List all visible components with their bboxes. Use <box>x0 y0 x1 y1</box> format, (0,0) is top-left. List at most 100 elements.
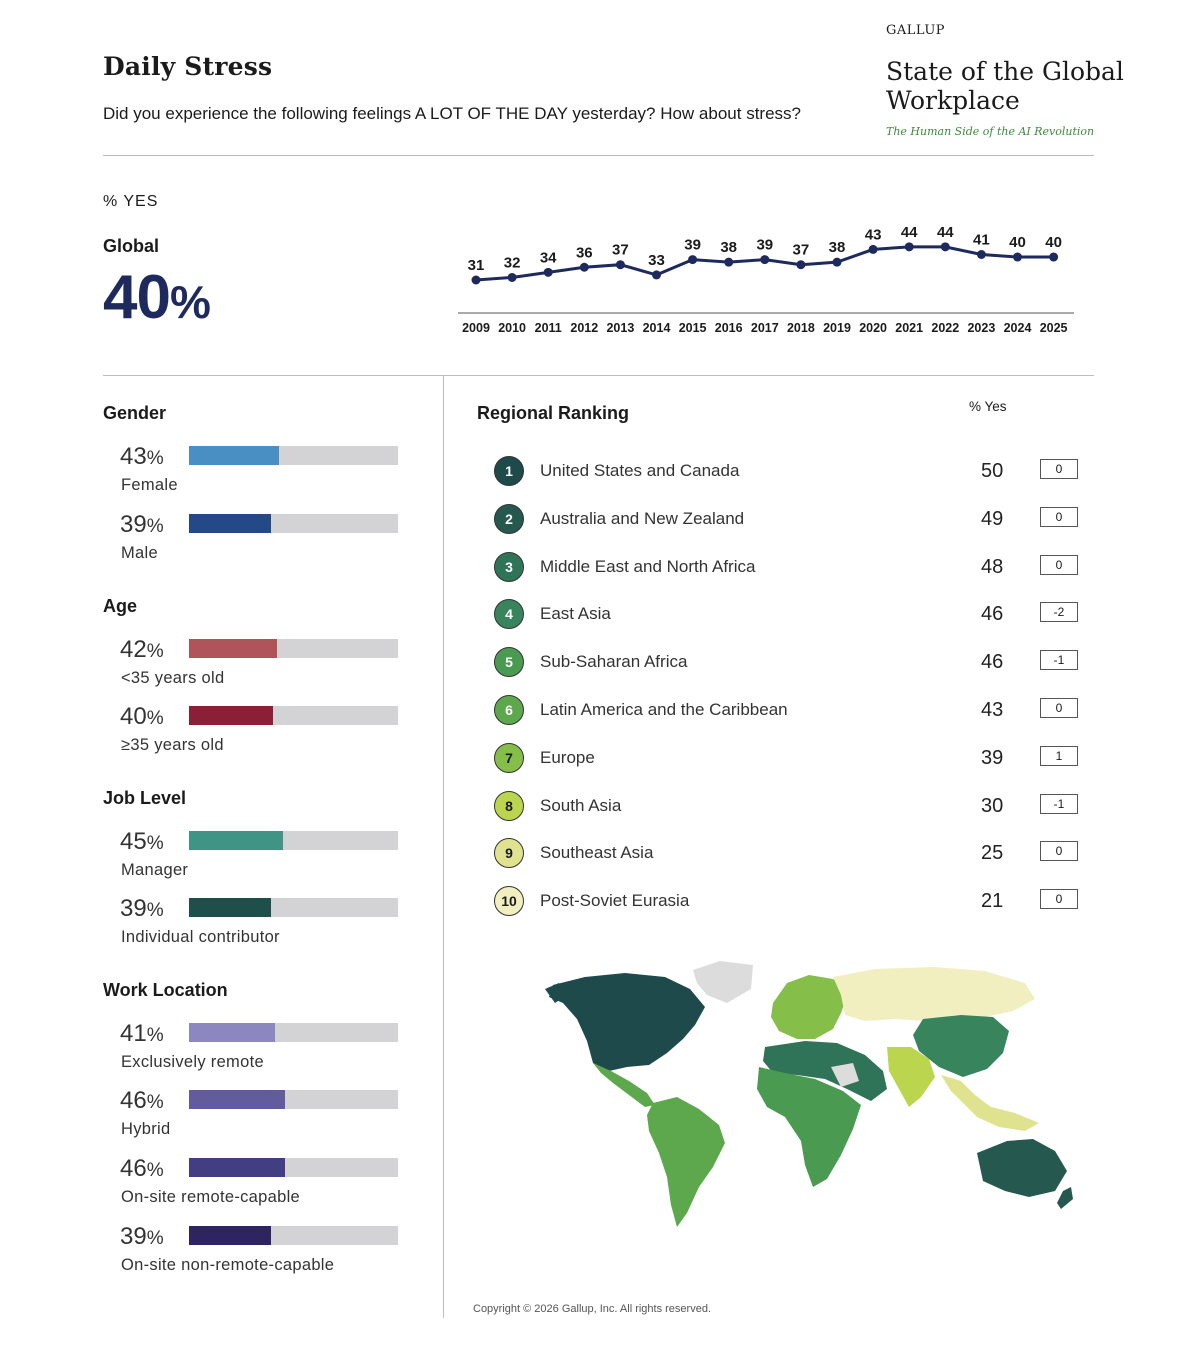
copyright: Copyright © 2026 Gallup, Inc. All rights… <box>473 1303 711 1315</box>
data-label: 33 <box>648 252 665 269</box>
percent-value: 43 <box>120 443 147 470</box>
data-point <box>724 257 734 267</box>
data-label: 31 <box>468 257 485 274</box>
rank-change: 0 <box>1040 841 1078 862</box>
percent-value: 39 <box>120 511 147 538</box>
bar-fill <box>189 1226 271 1245</box>
rank-change: -1 <box>1040 650 1078 671</box>
column-divider <box>443 376 444 1318</box>
map-south-asia <box>887 1047 935 1107</box>
region-value: 39 <box>981 746 1004 769</box>
rank-change: 0 <box>1040 459 1078 479</box>
data-label: 40 <box>1009 234 1026 251</box>
data-label: 44 <box>901 224 918 241</box>
x-tick-label: 2021 <box>895 321 923 335</box>
bar-track <box>189 1090 398 1109</box>
global-label: Global <box>103 236 160 256</box>
region-name: Southeast Asia <box>540 843 654 863</box>
x-tick-label: 2025 <box>1040 321 1068 335</box>
bar-track <box>189 639 398 658</box>
bar-fill <box>189 639 277 658</box>
x-tick-label: 2015 <box>679 321 707 335</box>
bar-track <box>189 706 398 725</box>
group-title: Age <box>103 596 138 616</box>
x-tick-label: 2014 <box>643 321 671 335</box>
region-value: 43 <box>981 699 1004 721</box>
group-percent: 39% <box>120 1223 164 1251</box>
bar-fill <box>189 1158 286 1177</box>
x-tick-label: 2018 <box>787 321 815 335</box>
group-percent: 41% <box>120 1020 164 1048</box>
regional-ranking-title: Regional Ranking <box>477 403 630 423</box>
region-name: Middle East and North Africa <box>540 556 756 576</box>
rank-badge: 3 <box>494 551 524 582</box>
x-tick-label: 2011 <box>535 321 562 335</box>
percent-unit: % <box>146 1160 164 1181</box>
bar-track <box>189 1226 398 1245</box>
rank-badge: 4 <box>494 599 524 630</box>
map-europe <box>771 975 849 1039</box>
percent-unit: % <box>146 708 164 729</box>
region-value: 46 <box>981 603 1004 626</box>
data-point <box>1013 252 1022 262</box>
region-name: South Asia <box>540 795 622 815</box>
rank-change: -1 <box>1040 793 1078 814</box>
bar-fill <box>189 706 273 725</box>
map-sub-saharan-africa <box>757 1067 861 1187</box>
x-tick-label: 2013 <box>606 321 634 335</box>
percent-value: 39 <box>120 1223 147 1250</box>
percent-value: 40 <box>120 703 147 730</box>
percent-unit: % <box>146 516 164 537</box>
group-item-label: On-site remote-capable <box>121 1188 301 1206</box>
bar-fill <box>189 831 284 850</box>
rank-badge: 1 <box>494 456 524 486</box>
bar-fill <box>189 514 271 533</box>
group-percent: 45% <box>120 828 164 856</box>
percent-value: 39 <box>120 895 147 922</box>
ranking-row: 7 Europe 39 1 <box>494 742 1084 777</box>
global-value: 40% <box>103 262 211 333</box>
group-item-label: Exclusively remote <box>121 1053 264 1071</box>
data-label: 38 <box>720 239 737 256</box>
x-tick-label: 2019 <box>823 321 851 335</box>
data-label: 39 <box>684 237 701 254</box>
unit-label: % YES <box>103 193 159 210</box>
map-no-data-africa <box>831 1063 859 1087</box>
map-south-america <box>647 1097 725 1227</box>
map-post-soviet <box>833 967 1035 1021</box>
x-tick-label: 2016 <box>715 321 743 335</box>
ranking-row: 6 Latin America and the Caribbean 43 0 <box>494 695 1084 729</box>
data-label: 37 <box>793 242 810 259</box>
map-north-america <box>549 973 705 1071</box>
data-label: 36 <box>576 244 593 261</box>
data-point <box>760 255 770 265</box>
x-tick-label: 2024 <box>1004 321 1032 335</box>
group-item-label: Individual contributor <box>121 928 280 946</box>
bar-fill <box>189 898 271 917</box>
x-tick-label: 2017 <box>751 321 779 335</box>
rank-badge: 7 <box>494 742 524 773</box>
region-value: 49 <box>981 507 1004 530</box>
page-title: Daily Stress <box>103 52 273 81</box>
bar-fill <box>189 1090 286 1109</box>
percent-unit: % <box>146 1025 164 1046</box>
data-point <box>1049 252 1059 262</box>
ranking-row: 2 Australia and New Zealand 49 0 <box>494 503 1084 538</box>
global-unit: % <box>169 276 211 328</box>
region-value: 50 <box>981 460 1004 482</box>
x-tick-label: 2022 <box>931 321 959 335</box>
group-item-label: Hybrid <box>121 1120 171 1138</box>
survey-question: Did you experience the following feeling… <box>103 104 801 123</box>
x-tick-label: 2009 <box>462 321 490 335</box>
map-southeast-asia <box>941 1075 1039 1131</box>
bar-track <box>189 514 398 533</box>
rank-change: -2 <box>1040 602 1078 623</box>
group-title: Work Location <box>103 980 228 1000</box>
rank-badge: 2 <box>494 503 524 534</box>
map-alaska <box>545 983 567 1003</box>
data-label: 38 <box>829 239 846 256</box>
region-name: East Asia <box>540 604 611 624</box>
rank-change: 0 <box>1040 889 1078 910</box>
group-percent: 39% <box>120 895 164 923</box>
world-map <box>545 961 1073 1227</box>
